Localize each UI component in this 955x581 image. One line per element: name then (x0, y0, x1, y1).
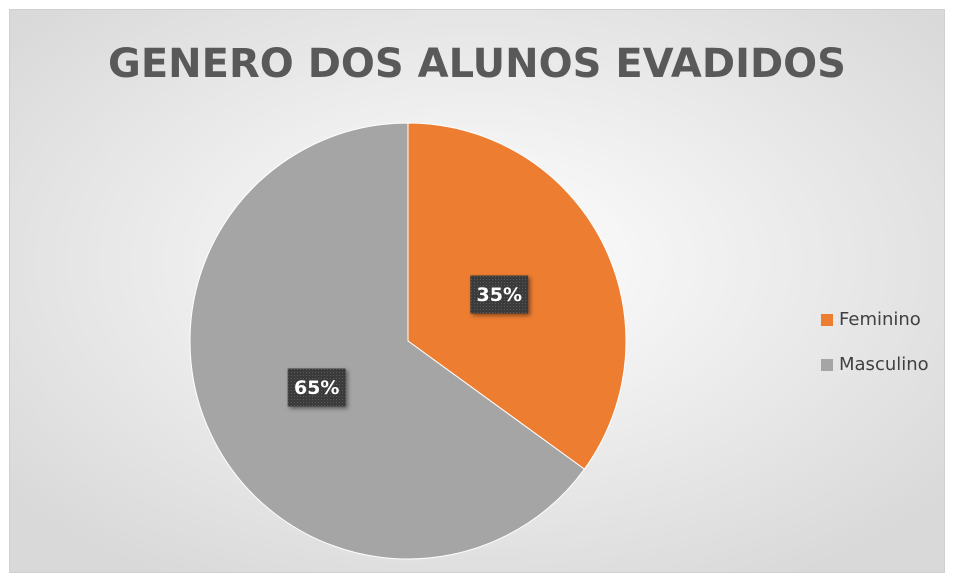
pie-slice (189, 122, 586, 560)
legend-swatch (821, 359, 833, 371)
legend-label: Feminino (839, 309, 921, 330)
data-label-box (470, 275, 529, 314)
legend-swatch (821, 314, 833, 326)
chart-title: GENERO DOS ALUNOS EVADIDOS (108, 41, 846, 87)
data-label: 35% (477, 284, 522, 306)
legend-label: Masculino (839, 354, 929, 375)
data-label-box (287, 368, 346, 407)
data-label: 65% (294, 377, 339, 399)
